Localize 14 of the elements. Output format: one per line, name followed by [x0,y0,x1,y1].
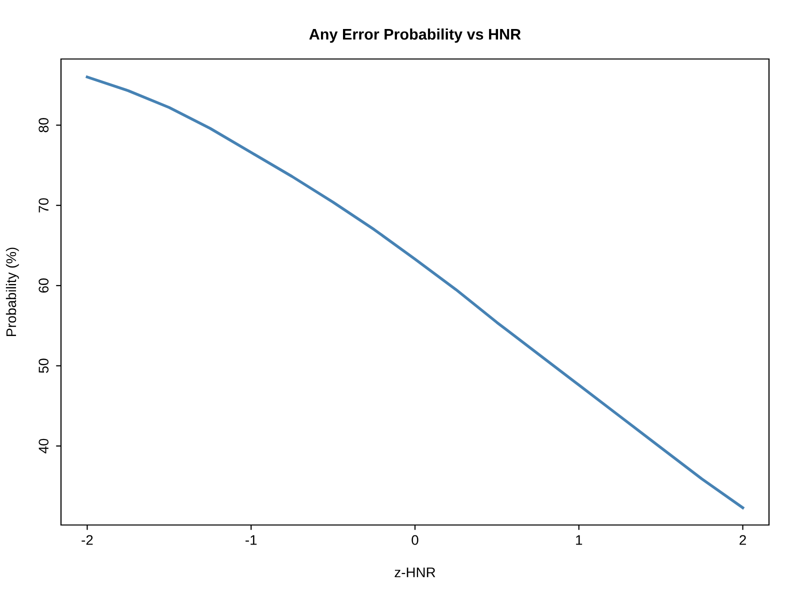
x-tick-label: 0 [412,535,418,545]
line-series [86,76,744,510]
y-tick-label: 40 [38,438,49,454]
chart-title: Any Error Probability vs HNR [309,28,521,43]
x-axis-title: z-HNR [394,568,436,578]
y-tick-label: 80 [38,118,49,132]
x-tick-label: -2 [82,535,93,545]
y-tick-label: 50 [38,358,49,373]
y-tick-label: 60 [38,278,49,293]
x-tick-label: -1 [246,535,257,545]
x-tick-label: 1 [576,535,582,545]
y-tick-label: 70 [38,198,49,212]
x-tick-label: 2 [740,535,746,545]
y-axis-title: Probability (%) [6,248,19,336]
